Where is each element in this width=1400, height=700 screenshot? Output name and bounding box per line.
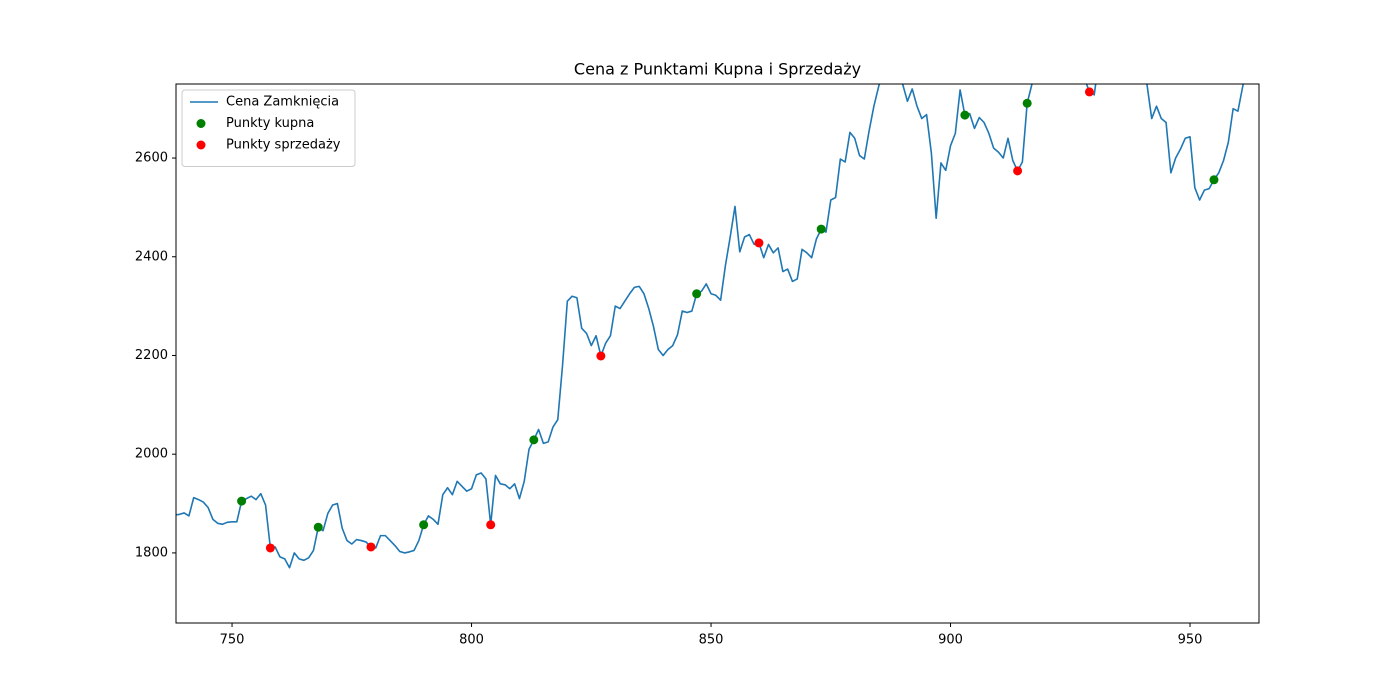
legend-box <box>181 89 356 167</box>
signal-point <box>265 543 275 553</box>
signal-point <box>529 435 539 445</box>
signal-point <box>486 520 496 530</box>
legend-label: Cena Zamknięcia <box>226 95 339 110</box>
legend-marker <box>196 140 206 150</box>
y-tick-label: 2400 <box>135 249 168 264</box>
signal-point <box>419 520 429 530</box>
legend: Cena Zamknięcia Punkty kupna Punkty sprzed… <box>181 89 356 167</box>
signal-point <box>1209 175 1219 185</box>
axes-frame <box>175 83 1260 624</box>
signal-point <box>960 110 970 120</box>
y-tick-label: 2000 <box>135 447 168 462</box>
legend-label: Punkty kupna <box>226 116 314 131</box>
signal-point <box>754 238 764 248</box>
price-line <box>176 84 1245 569</box>
signal-point <box>1022 98 1032 108</box>
y-tick-label: 2200 <box>135 348 168 363</box>
signal-point <box>366 542 376 552</box>
x-tick-label: 800 <box>459 633 484 648</box>
x-tick-label: 850 <box>699 633 724 648</box>
signal-point <box>237 496 247 506</box>
signal-point <box>1084 87 1094 97</box>
y-tick-label: 2600 <box>135 151 168 166</box>
signal-point <box>313 522 323 532</box>
signal-point <box>816 224 826 234</box>
chart-title: Cena z Punktami Kupna i Sprzedaży <box>574 60 861 79</box>
plot-area <box>176 84 1245 569</box>
signal-point <box>1013 166 1023 176</box>
x-tick-label: 950 <box>1178 633 1203 648</box>
legend-label: Punkty sprzedaży <box>226 138 341 153</box>
legend-marker <box>196 119 206 128</box>
x-tick-label: 900 <box>938 633 963 648</box>
signal-point <box>692 289 702 299</box>
y-tick-label: 1800 <box>135 545 168 560</box>
x-tick-label: 750 <box>220 633 245 648</box>
signal-point <box>596 351 606 361</box>
